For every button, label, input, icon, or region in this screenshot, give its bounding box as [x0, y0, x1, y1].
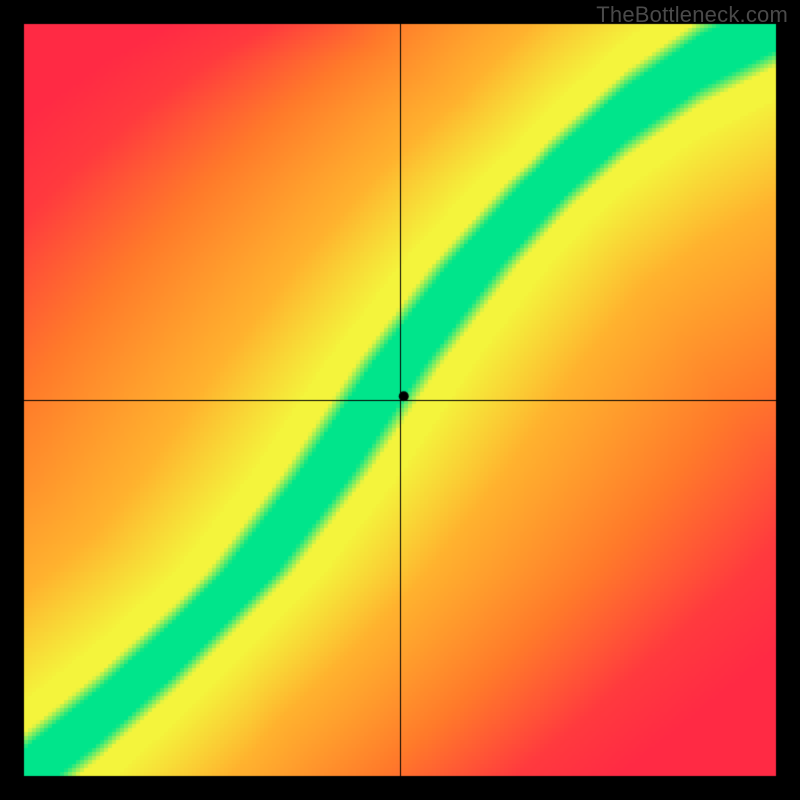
- watermark-text: TheBottleneck.com: [596, 2, 788, 28]
- bottleneck-heatmap: [0, 0, 800, 800]
